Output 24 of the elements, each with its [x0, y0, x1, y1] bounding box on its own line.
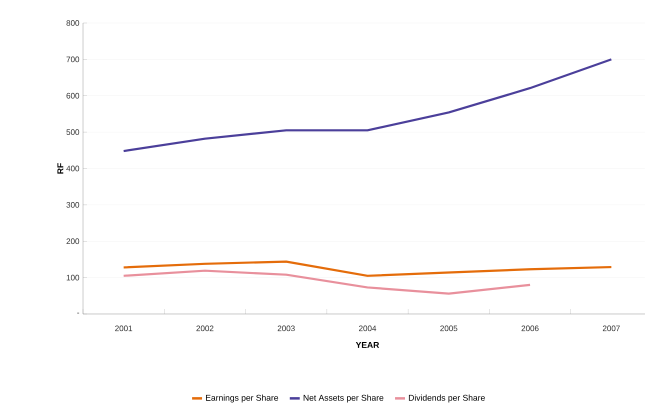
- y-tick-label: 400: [66, 166, 80, 172]
- y-tick-label: 100: [66, 274, 80, 280]
- x-tick-label: 2005: [440, 326, 458, 332]
- x-tick-label: 2006: [522, 326, 539, 332]
- line-series: [122, 58, 612, 152]
- y-tick-label: 500: [66, 129, 80, 135]
- y-tick-label: 700: [66, 56, 80, 62]
- y-tick-label: 200: [66, 238, 80, 244]
- legend-label: Earnings per Share: [206, 394, 278, 402]
- line-series: [122, 260, 612, 277]
- x-tick-label: 2002: [196, 326, 214, 332]
- x-tick-label: 2003: [278, 326, 295, 332]
- x-tick-label: 2001: [115, 326, 132, 332]
- x-tick-label: 2007: [602, 326, 620, 332]
- y-tick-label: 300: [66, 202, 80, 208]
- y-tick-label: 600: [66, 92, 80, 99]
- y-axis-title: RF: [57, 163, 64, 174]
- x-tick-label: 2004: [359, 326, 376, 332]
- x-axis-title: YEAR: [356, 342, 380, 348]
- y-tick-label: -: [77, 312, 80, 314]
- line-series: [122, 270, 532, 295]
- legend-label: Dividends per Share: [408, 394, 485, 402]
- y-tick-label: 800: [66, 20, 80, 26]
- legend-label: Net Assets per Share: [304, 394, 384, 402]
